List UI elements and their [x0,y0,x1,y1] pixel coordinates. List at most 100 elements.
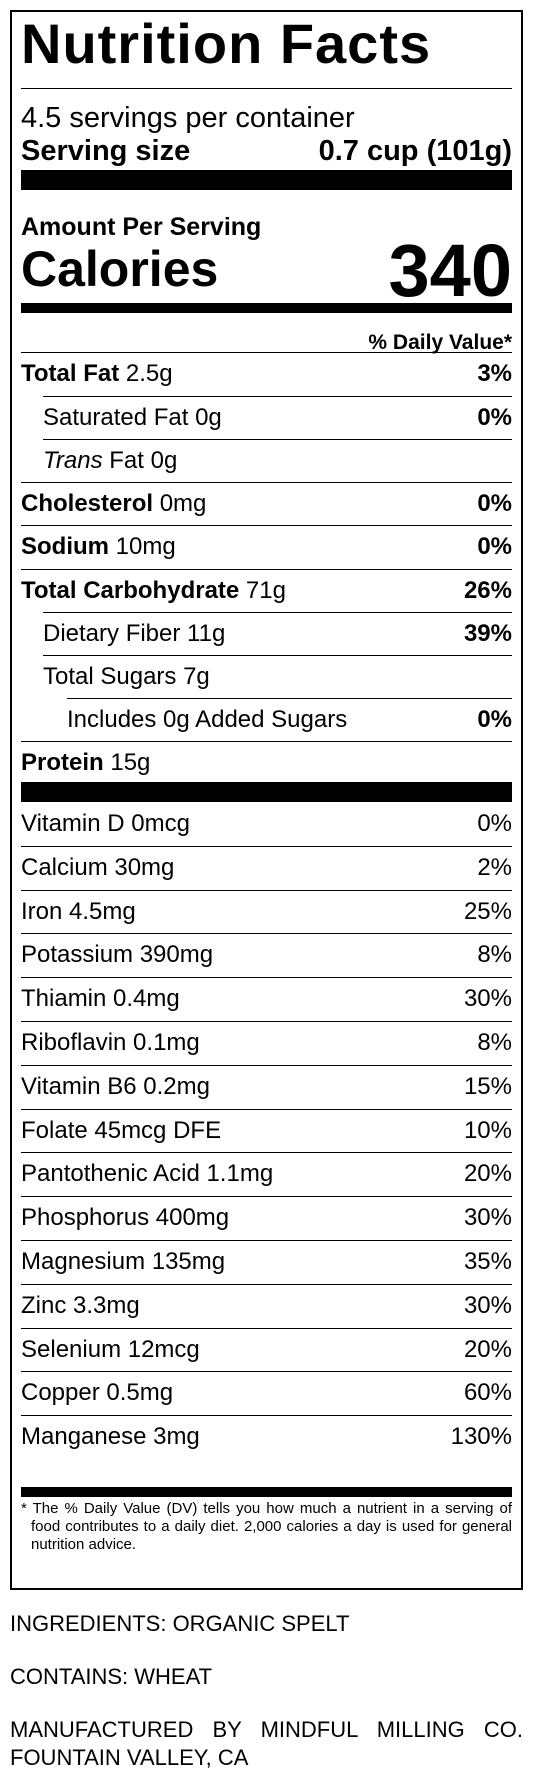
daily-value-footnote: * The % Daily Value (DV) tells you how m… [21,1500,512,1554]
row-divider [21,933,512,934]
vitamin-row: Manganese 3mg 130% [21,1415,512,1459]
vitamin-row: Vitamin D 0mcg 0% [21,802,512,846]
vitamin-daily-value: 8% [477,941,512,968]
nutrient-daily-value: 0% [477,533,512,560]
vitamin-label: Pantothenic Acid 1.1mg [21,1160,274,1187]
row-divider [21,977,512,978]
ingredients-text: INGREDIENTS: ORGANIC SPELT [10,1611,350,1636]
nutrition-facts-title: Nutrition Facts [21,12,432,75]
nutrient-amount: 10mg [109,533,176,560]
nutrient-name: Total Carbohydrate [21,577,240,604]
nutrient-label: Cholesterol 0mg [21,492,206,516]
vitamin-row: Iron 4.5mg 25% [21,890,512,934]
divider [21,88,512,89]
row-divider [21,1284,512,1285]
vitamin-label: Riboflavin 0.1mg [21,1029,200,1056]
nutrient-row-trans-fat: Trans Fat 0g [21,439,512,483]
row-divider [21,1065,512,1066]
vitamin-daily-value: 2% [477,854,512,881]
vitamin-row: Selenium 12mcg 20% [21,1328,512,1372]
vitamin-label: Calcium 30mg [21,854,175,881]
nutrient-amount: 2.5g [119,360,173,387]
serving-size-value: 0.7 cup (101g) [318,135,512,167]
vitamin-row: Calcium 30mg 2% [21,846,512,890]
nutrient-label: Includes 0g Added Sugars [67,708,347,732]
amount-per-serving: Amount Per Serving [21,213,262,241]
nutrient-amount: 15g [103,749,151,776]
vitamin-label: Selenium 12mcg [21,1336,200,1363]
row-divider [21,1196,512,1197]
vitamin-label: Zinc 3.3mg [21,1292,140,1319]
row-divider [21,525,512,526]
row-divider [43,612,512,613]
nutrient-label: Saturated Fat 0g [43,406,222,430]
nutrient-row-total-carbohydrate: Total Carbohydrate 71g 26% [21,569,512,613]
vitamin-daily-value: 30% [463,985,512,1012]
vitamin-label: Vitamin B6 0.2mg [21,1073,210,1100]
vitamin-label: Manganese 3mg [21,1423,200,1450]
vitamin-daily-value: 25% [463,898,512,925]
nutrient-daily-value: 0% [477,490,512,517]
row-divider [21,1109,512,1110]
vitamin-row: Magnesium 135mg 35% [21,1240,512,1284]
nutrient-name: Total Fat [21,360,120,387]
vitamin-daily-value: 30% [463,1204,512,1231]
row-divider [21,569,512,570]
daily-value-header: % Daily Value* [368,331,512,354]
vitamin-label: Thiamin 0.4mg [21,985,180,1012]
vitamin-row: Potassium 390mg 8% [21,933,512,977]
nutrient-row-cholesterol: Cholesterol 0mg 0% [21,482,512,526]
vitamin-label: Vitamin D 0mcg [21,810,190,837]
vitamin-label: Copper 0.5mg [21,1379,174,1406]
vitamin-row: Thiamin 0.4mg 30% [21,977,512,1021]
servings-per-container: 4.5 servings per container [21,102,355,134]
nutrient-name: Sodium [21,533,109,560]
medium-divider [21,1487,512,1497]
nutrient-daily-value: 0% [477,706,512,733]
row-divider [21,1371,512,1372]
nutrient-amount: 0mg [153,490,207,517]
nutrient-name: Dietary Fiber 11g [43,620,226,647]
nutrient-label: Sodium 10mg [21,535,176,559]
vitamin-daily-value: 15% [463,1073,512,1100]
row-divider [67,698,512,699]
allergen-statement: CONTAINS: WHEAT [10,1664,213,1689]
nutrient-daily-value: 0% [477,404,512,431]
nutrient-label: Total Fat 2.5g [21,362,173,386]
nutrient-row-total-sugars: Total Sugars 7g [21,655,512,699]
row-divider [43,655,512,656]
calories-label: Calories [21,241,219,297]
nutrient-name: Includes 0g Added Sugars [67,706,348,733]
nutrition-facts-panel: Nutrition Facts 4.5 servings per contain… [10,10,523,1590]
nutrient-amount: Fat 0g [102,447,178,474]
vitamin-label: Potassium 390mg [21,941,214,968]
nutrient-row-saturated-fat: Saturated Fat 0g 0% [21,396,512,440]
nutrient-name: Total Sugars 7g [43,663,210,690]
row-divider [21,1415,512,1416]
vitamin-daily-value: 20% [463,1160,512,1187]
nutrient-row-added-sugars: Includes 0g Added Sugars 0% [21,698,512,742]
vitamin-row: Vitamin B6 0.2mg 15% [21,1065,512,1109]
vitamin-daily-value: 30% [463,1292,512,1319]
vitamin-daily-value: 10% [463,1117,512,1144]
nutrient-label: Trans Fat 0g [43,449,177,473]
vitamin-daily-value: 60% [463,1379,512,1406]
vitamin-daily-value: 35% [463,1248,512,1275]
footnote-text: * The % Daily Value (DV) tells you how m… [21,1500,512,1553]
row-divider [21,482,512,483]
nutrient-label: Dietary Fiber 11g [43,622,225,646]
nutrient-daily-value: 26% [463,577,512,604]
nutrient-daily-value: 39% [463,620,512,647]
nutrient-name: Trans [43,447,103,474]
vitamin-row: Phosphorus 400mg 30% [21,1196,512,1240]
vitamin-label: Phosphorus 400mg [21,1204,230,1231]
row-divider [21,1152,512,1153]
nutrient-row-sodium: Sodium 10mg 0% [21,525,512,569]
manufacturer-statement: MANUFACTURED BY MINDFUL MILLING CO. FOUN… [10,1717,523,1770]
row-divider [21,846,512,847]
row-divider [21,1328,512,1329]
vitamin-label: Iron 4.5mg [21,898,136,925]
vitamin-row: Riboflavin 0.1mg 8% [21,1021,512,1065]
nutrient-row-protein: Protein 15g [21,741,512,785]
vitamin-daily-value: 8% [477,1029,512,1056]
